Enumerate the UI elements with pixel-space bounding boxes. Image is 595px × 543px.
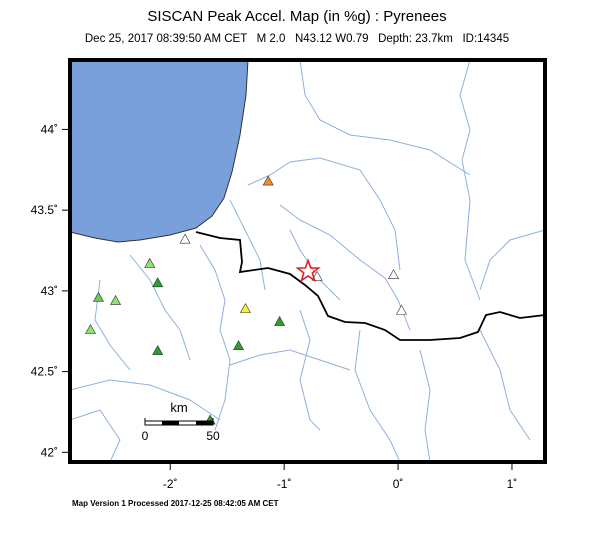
y-tick-label: 43.5˚ — [31, 203, 58, 217]
scale-bar-segment — [162, 421, 179, 425]
station — [239, 303, 251, 313]
scale-tick-label: 0 — [142, 429, 149, 443]
station — [144, 257, 156, 268]
station — [395, 304, 407, 315]
station — [311, 270, 323, 281]
border — [195, 231, 545, 341]
map-frame — [68, 58, 547, 464]
x-tick-label: 1˚ — [507, 477, 518, 491]
station — [179, 233, 191, 244]
map-subtitle: Dec 25, 2017 08:39:50 AM CET M 2.0 N43.1… — [85, 33, 509, 45]
scale-tick-label: 50 — [206, 429, 220, 443]
x-tick-label: -1˚ — [277, 477, 292, 491]
station — [152, 344, 164, 355]
y-tick-label: 42.5˚ — [31, 365, 58, 379]
x-tick-label: -2˚ — [163, 477, 178, 491]
x-tick-label: 0˚ — [393, 477, 404, 491]
basemap — [70, 60, 545, 462]
station — [274, 315, 286, 326]
station — [84, 323, 97, 334]
scale-bar-segment — [196, 421, 213, 425]
station — [152, 277, 164, 288]
map-footer: Map Version 1 Processed 2017-12-25 08:42… — [72, 499, 279, 508]
y-tick-label: 42˚ — [41, 445, 58, 459]
station — [92, 291, 104, 302]
y-tick-label: 43˚ — [41, 284, 58, 298]
y-tick-label: 44˚ — [41, 122, 58, 136]
map-title: SISCAN Peak Accel. Map (in %g) : Pyrenee… — [147, 8, 446, 25]
scale-unit: km — [170, 400, 187, 415]
station — [387, 269, 400, 280]
station — [262, 175, 274, 186]
ocean — [70, 60, 249, 243]
epicenter — [295, 258, 321, 283]
station — [233, 340, 245, 351]
station — [110, 294, 122, 305]
